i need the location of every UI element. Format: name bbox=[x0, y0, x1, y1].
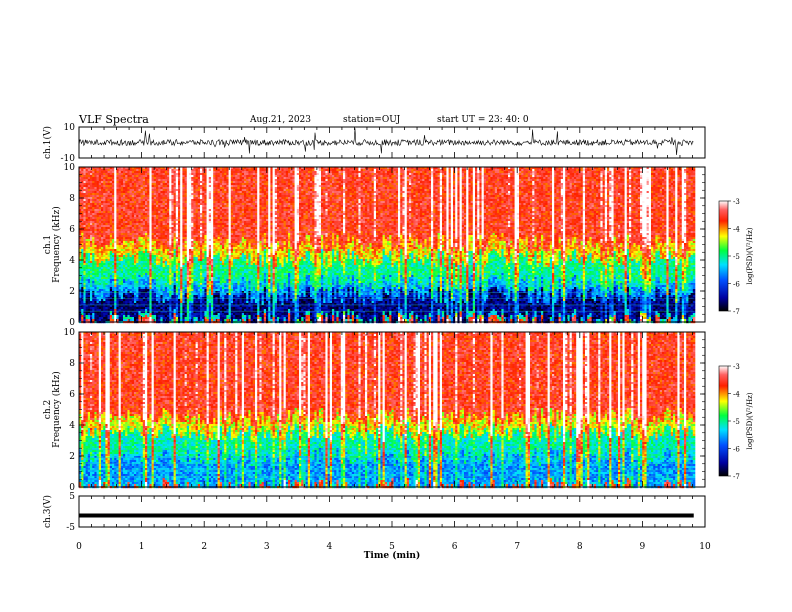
y-axis-label: ch.1(V) bbox=[42, 126, 53, 159]
x-tick-label: 0 bbox=[76, 542, 82, 552]
colorbar-tick-label: -6 bbox=[733, 281, 740, 289]
y-tick-label: 4 bbox=[69, 256, 75, 266]
x-tick-label: 10 bbox=[699, 542, 711, 552]
colorbar-tick-label: -4 bbox=[733, 226, 740, 234]
x-tick-label: 7 bbox=[514, 542, 520, 552]
x-tick-label: 4 bbox=[327, 542, 333, 552]
y-axis-label: Frequency (kHz) bbox=[51, 206, 62, 283]
colorbar-tick-label: -5 bbox=[733, 253, 740, 261]
y-tick-label: 2 bbox=[69, 452, 75, 462]
colorbar-tick-label: -6 bbox=[733, 446, 740, 454]
y-tick-label: 10 bbox=[64, 163, 76, 173]
y-tick-label: 4 bbox=[69, 421, 75, 431]
y-tick-label: -5 bbox=[66, 523, 75, 533]
y-tick-label: 10 bbox=[64, 328, 76, 338]
y-tick-label: 6 bbox=[69, 225, 75, 235]
colorbar-tick-label: -5 bbox=[733, 418, 740, 426]
x-tick-label: 3 bbox=[264, 542, 270, 552]
colorbar-tick-label: -3 bbox=[733, 198, 740, 206]
x-tick-label: 6 bbox=[452, 542, 458, 552]
x-tick-label: 2 bbox=[201, 542, 207, 552]
colorbar-label: log(PSD)(V²/Hz) bbox=[746, 392, 754, 449]
y-tick-label: 2 bbox=[69, 287, 75, 297]
colorbar-tick-label: -7 bbox=[733, 473, 740, 481]
colorbar-tick-label: -3 bbox=[733, 363, 740, 371]
colorbar-ch2 bbox=[719, 366, 728, 476]
y-tick-label: 8 bbox=[69, 194, 75, 204]
x-tick-label: 8 bbox=[577, 542, 583, 552]
y-tick-label: 0 bbox=[69, 318, 75, 328]
x-tick-label: 9 bbox=[640, 542, 646, 552]
colorbar-tick-label: -7 bbox=[733, 308, 740, 316]
colorbar-tick-label: -4 bbox=[733, 391, 740, 399]
colorbar-label: log(PSD)(V²/Hz) bbox=[746, 227, 754, 284]
y-tick-label: 10 bbox=[64, 123, 76, 133]
y-tick-label: 8 bbox=[69, 359, 75, 369]
x-tick-label: 1 bbox=[139, 542, 145, 552]
ch1-waveform-line bbox=[79, 128, 693, 155]
y-tick-label: 5 bbox=[69, 492, 75, 502]
y-axis-label: Frequency (kHz) bbox=[51, 371, 62, 448]
y-tick-label: 6 bbox=[69, 390, 75, 400]
spectrogram-ch1 bbox=[79, 167, 695, 323]
colorbar-ch1 bbox=[719, 201, 728, 311]
y-axis-label: ch.3(V) bbox=[42, 495, 53, 528]
spectrogram-ch2 bbox=[79, 332, 695, 488]
x-axis-label: Time (min) bbox=[364, 550, 421, 561]
